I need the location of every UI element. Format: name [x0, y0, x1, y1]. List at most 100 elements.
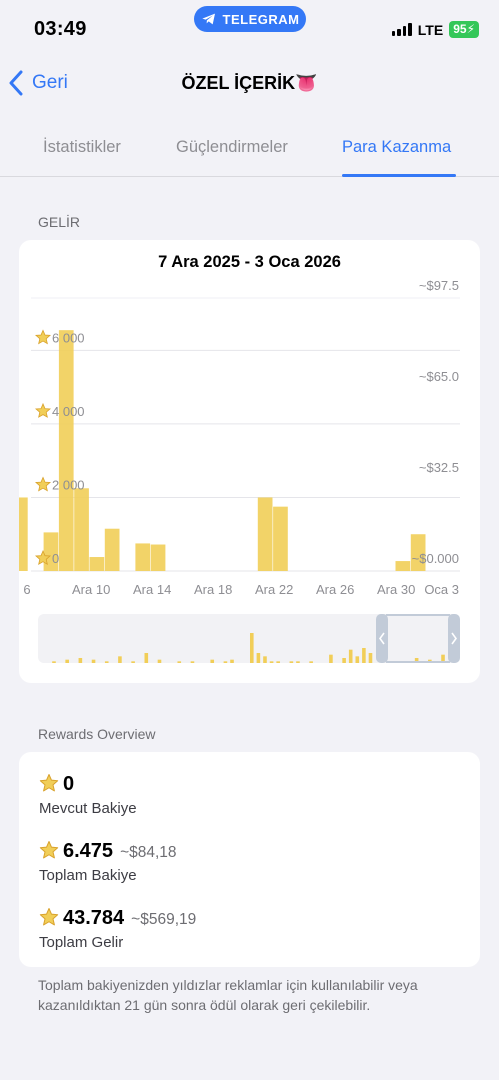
left-axis-tick-label: 4 000 — [52, 404, 85, 419]
active-tab-indicator — [342, 174, 456, 177]
chart-bar — [104, 528, 120, 571]
right-axis-tick-label: ~$97.5 — [419, 278, 459, 293]
total-income-label: Toplam Gelir — [39, 934, 124, 951]
navigator-bar — [144, 653, 149, 663]
star-icon — [39, 908, 59, 926]
available-balance-label: Mevcut Bakiye — [39, 800, 137, 817]
rewards-footnote: Toplam bakiyenizden yıldızlar reklamlar … — [38, 977, 418, 1013]
back-label: Geri — [32, 72, 68, 93]
x-axis-tick-label: Oca 3 — [424, 582, 459, 597]
tab-statistics[interactable]: İstatistikler — [43, 138, 121, 156]
star-icon — [34, 549, 52, 566]
status-indicators: LTE 95⚡ — [391, 21, 479, 38]
chart-bar — [150, 544, 166, 571]
navigator-bar — [256, 653, 261, 663]
navigator-bar — [131, 661, 135, 663]
total-income-usd: ~$569,19 — [131, 911, 197, 928]
back-button[interactable]: Geri — [8, 70, 68, 96]
navigator-bar — [368, 653, 373, 663]
chart-bar — [135, 543, 151, 571]
total-income-amount: 43.784 — [63, 907, 125, 929]
chart-bar — [395, 561, 411, 571]
left-axis-tick-label: 6 000 — [52, 330, 85, 345]
navigation-bar: Geri ÖZEL İÇERİK👅 — [0, 58, 499, 108]
navigator-bar — [157, 659, 162, 663]
star-icon — [34, 402, 52, 418]
income-section-label: GELİR — [38, 214, 81, 230]
navigator-top-edge — [386, 614, 450, 616]
star-icon — [34, 329, 52, 345]
navigator-bar — [289, 661, 294, 663]
x-axis-tick-label: 6 — [23, 582, 30, 597]
navigator-bar — [309, 661, 313, 663]
signal-icon — [391, 23, 412, 36]
total-balance-label: Toplam Bakiye — [39, 867, 137, 884]
navigator-bar — [177, 661, 182, 663]
chart-title: 7 Ara 2025 - 3 Oca 2026 — [158, 253, 341, 271]
status-bar: 03:49 TELEGRAM LTE 95⚡ — [0, 0, 499, 50]
battery-icon: 95⚡ — [449, 21, 479, 38]
telegram-pill-label: TELEGRAM — [222, 11, 300, 27]
navigator-bar — [104, 661, 109, 663]
x-axis-tick-label: Ara 14 — [133, 582, 171, 597]
chevron-right-icon — [451, 632, 457, 645]
left-axis-tick-label: 2 000 — [52, 477, 85, 492]
navigator-bar — [441, 654, 445, 663]
chart-bar — [257, 497, 273, 571]
x-axis-tick-label: Ara 18 — [194, 582, 232, 597]
page-title: ÖZEL İÇERİK👅 — [181, 73, 318, 93]
network-type: LTE — [417, 21, 444, 38]
chart-bar — [410, 534, 426, 571]
chevron-left-icon — [9, 70, 23, 96]
available-balance-amount: 0 — [63, 773, 75, 795]
chevron-left-icon — [379, 632, 385, 645]
navigator-bar — [250, 633, 254, 663]
x-axis-tick-label: Ara 22 — [255, 582, 293, 597]
x-axis-tick-label: Ara 10 — [72, 582, 110, 597]
navigator-bar — [118, 656, 122, 663]
right-axis-tick-label: ~$32.5 — [419, 460, 459, 475]
battery-level: 95 — [453, 22, 467, 36]
x-axis-tick-label: Ara 26 — [316, 582, 354, 597]
navigator-bar — [223, 661, 228, 663]
reward-total-balance: 6.475 ~$84,18 Toplam Bakiye — [39, 837, 177, 884]
tab-bar: İstatistikler Güçlendirmeler Para Kazanm… — [0, 120, 499, 177]
tab-monetization[interactable]: Para Kazanma — [342, 138, 452, 156]
navigator-bar — [210, 659, 215, 663]
navigator-bar — [355, 656, 360, 663]
income-chart-card: 7 Ara 2025 - 3 Oca 2026 0 2 000 4 000 6 000… — [19, 240, 480, 683]
navigator-bar — [342, 658, 346, 663]
navigator-bar — [263, 656, 267, 663]
rewards-card: 0 Mevcut Bakiye 6.475 ~$84,18 Toplam Bak… — [19, 752, 480, 967]
telegram-icon — [201, 13, 215, 25]
range-navigator — [38, 614, 460, 663]
navigator-bar — [414, 658, 419, 663]
chart-bar — [43, 532, 59, 571]
star-icon — [34, 476, 52, 492]
star-icon — [39, 841, 59, 859]
navigator-bar — [230, 659, 234, 663]
navigator-bar — [190, 661, 195, 663]
x-axis-tick-label: Ara 30 — [377, 582, 415, 597]
navigator-bottom-edge — [386, 661, 450, 663]
navigator-left-handle — [376, 614, 388, 663]
navigator-bar — [296, 661, 300, 663]
navigator-bar — [269, 661, 274, 663]
navigator-bar — [362, 648, 366, 663]
right-axis-tick-label: ~$65.0 — [419, 369, 459, 384]
chart-bar — [89, 557, 105, 571]
navigator-bar — [329, 654, 333, 663]
navigator-bar — [276, 661, 280, 663]
left-axis-tick-label: 0 — [52, 551, 59, 566]
navigator-right-handle — [448, 614, 460, 663]
navigator-bar — [91, 659, 96, 663]
navigator-bar — [65, 659, 69, 663]
telegram-pill[interactable]: TELEGRAM — [194, 6, 306, 32]
status-time: 03:49 — [34, 18, 87, 40]
income-chart[interactable]: 0 2 000 4 000 6 000 ~$0.000 ~$32.5 ~$65.0 ~$97.… — [19, 240, 480, 683]
tab-boosts[interactable]: Güçlendirmeler — [176, 138, 288, 156]
reward-available-balance: 0 Mevcut Bakiye — [39, 770, 137, 817]
navigator-bar — [348, 649, 353, 663]
chart-bar — [19, 497, 28, 571]
navigator-bar — [78, 658, 83, 663]
